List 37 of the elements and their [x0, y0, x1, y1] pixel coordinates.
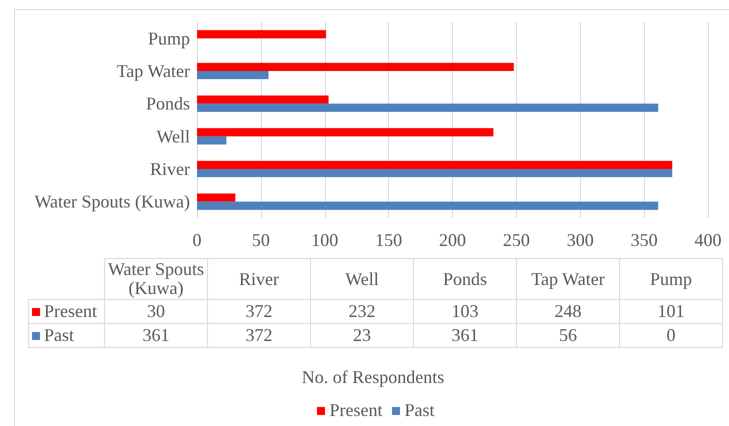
x-tick-label: 100: [311, 230, 338, 250]
x-tick-label: 200: [439, 230, 466, 250]
data-label: 232: [310, 300, 414, 324]
data-label: 372: [208, 300, 310, 324]
x-tick-label: 50: [252, 230, 270, 250]
y-tick-label: Well: [156, 126, 190, 146]
data-label: 0: [620, 324, 722, 348]
category-label: Ponds: [414, 258, 516, 300]
y-tick-label: River: [150, 159, 190, 179]
x-tick-label: 150: [375, 230, 402, 250]
data-label: 361: [414, 324, 516, 348]
data-label: 101: [620, 300, 722, 324]
category-label: Well: [310, 258, 414, 300]
legend-label: Past: [28, 324, 104, 348]
y-tick-label: Ponds: [146, 94, 190, 114]
category-label: Tap Water: [516, 258, 620, 300]
y-tick-label: Tap Water: [116, 61, 190, 81]
category-label: Pump: [620, 258, 722, 300]
category-label: River: [208, 258, 310, 300]
x-tick-label: 350: [630, 230, 658, 250]
legend-label: Past: [403, 400, 434, 420]
x-tick-label: 0: [192, 230, 202, 250]
legend-label: Present: [28, 300, 104, 324]
x-tick-label: 300: [566, 230, 594, 250]
y-tick-label: Pump: [148, 28, 190, 48]
x-tick-label: 250: [502, 230, 530, 250]
data-label: 248: [516, 300, 620, 324]
data-label: 372: [208, 324, 310, 348]
data-label: 361: [104, 324, 208, 348]
legend-label: Present: [328, 400, 382, 420]
x-axis-title: No. of Respondents: [302, 367, 444, 387]
y-tick-label: Water Spouts (Kuwa): [34, 192, 190, 212]
data-label: 30: [104, 300, 208, 324]
data-label: 103: [414, 300, 516, 324]
data-label: 23: [310, 324, 414, 348]
x-tick-label: 400: [694, 230, 722, 250]
data-label: 56: [516, 324, 620, 348]
